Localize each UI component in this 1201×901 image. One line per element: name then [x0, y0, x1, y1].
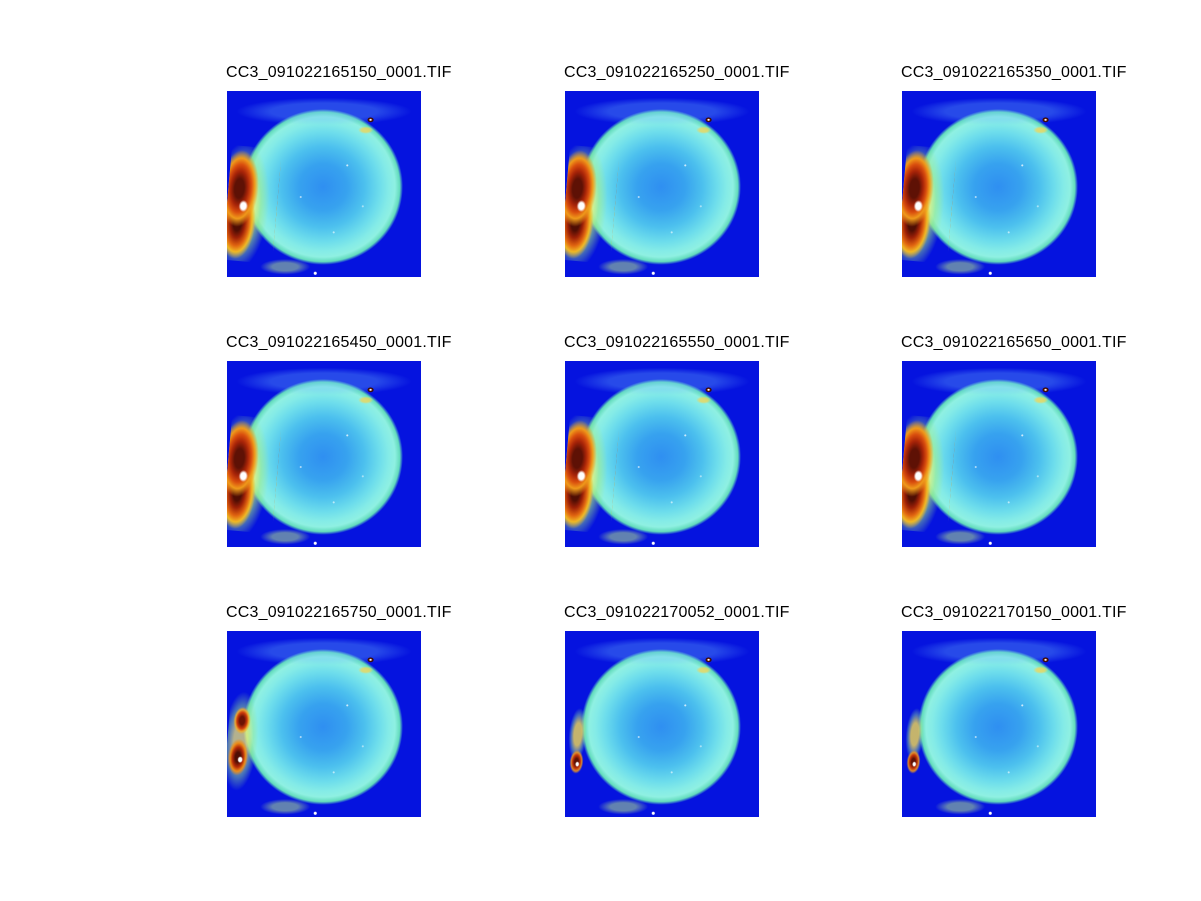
tif-image: [565, 631, 759, 817]
tif-image: [227, 91, 421, 277]
particle-and-speckle-overlay: [227, 91, 421, 277]
subplot-title: CC3_091022165150_0001.TIF: [226, 64, 452, 81]
tif-image: [227, 361, 421, 547]
tif-image: [565, 91, 759, 277]
particle-and-speckle-overlay: [227, 361, 421, 547]
subplot: CC3_091022165350_0001.TIF: [901, 64, 1126, 277]
subplot: CC3_091022165750_0001.TIF: [226, 604, 451, 817]
particle-and-speckle-overlay: [565, 361, 759, 547]
subplot: CC3_091022170052_0001.TIF: [564, 604, 789, 817]
particle-and-speckle-overlay: [902, 91, 1096, 277]
particle-and-speckle-overlay: [565, 91, 759, 277]
subplot-title: CC3_091022165750_0001.TIF: [226, 604, 452, 621]
subplot-title: CC3_091022165650_0001.TIF: [901, 334, 1127, 351]
subplot: CC3_091022165150_0001.TIF: [226, 64, 451, 277]
subplot-title: CC3_091022170052_0001.TIF: [564, 604, 790, 621]
subplot-title: CC3_091022165250_0001.TIF: [564, 64, 790, 81]
subplot: CC3_091022170150_0001.TIF: [901, 604, 1126, 817]
subplot: CC3_091022165450_0001.TIF: [226, 334, 451, 547]
subplot: CC3_091022165550_0001.TIF: [564, 334, 789, 547]
particle-and-speckle-overlay: [902, 631, 1096, 817]
tif-image: [902, 361, 1096, 547]
particle-and-speckle-overlay: [902, 361, 1096, 547]
subplot-title: CC3_091022165450_0001.TIF: [226, 334, 452, 351]
tif-image: [565, 361, 759, 547]
tif-image: [902, 91, 1096, 277]
particle-and-speckle-overlay: [227, 631, 421, 817]
subplot: CC3_091022165650_0001.TIF: [901, 334, 1126, 547]
subplot: CC3_091022165250_0001.TIF: [564, 64, 789, 277]
subplot-title: CC3_091022165350_0001.TIF: [901, 64, 1127, 81]
subplot-title: CC3_091022170150_0001.TIF: [901, 604, 1127, 621]
tif-image: [227, 631, 421, 817]
subplot-title: CC3_091022165550_0001.TIF: [564, 334, 790, 351]
tif-image: [902, 631, 1096, 817]
particle-and-speckle-overlay: [565, 631, 759, 817]
